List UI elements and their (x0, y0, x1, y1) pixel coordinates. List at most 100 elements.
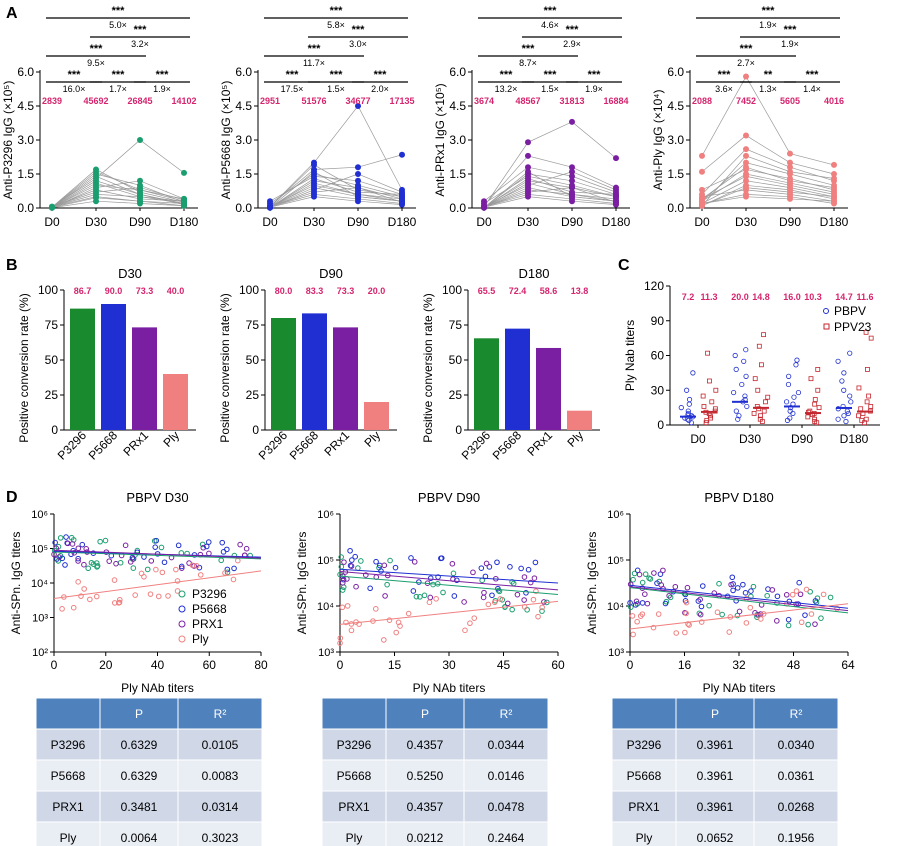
ppv23-point (858, 406, 864, 412)
data-point (93, 198, 99, 205)
subject-line (51, 200, 185, 209)
table-cell-text: 0.0361 (778, 769, 815, 783)
data-point (743, 193, 749, 200)
pbpv-point (841, 370, 847, 376)
pbpv-point (743, 347, 749, 353)
prx1-point (83, 546, 90, 552)
p3296-point (102, 537, 109, 544)
panel-a-chart-3: 0.0 1.5 3.0 4.5 6.0 D0 D30 D90 D180 Anti-Ply IgG … (651, 5, 849, 229)
ply-point (685, 621, 691, 627)
table-cell-text: Ply (60, 831, 77, 845)
data-point (569, 198, 575, 205)
pbpv-point (741, 358, 747, 364)
legend-marker-ply (178, 635, 186, 643)
ply-point (173, 566, 179, 573)
table-cell-text: PRX1 (52, 800, 84, 814)
pbpv-point (735, 416, 741, 422)
prx1-point (339, 579, 346, 586)
table-cell-text: P5668 (51, 769, 86, 783)
pbpv-median-label: 14.7 (835, 292, 853, 302)
significance-stars: *** (156, 69, 170, 81)
x-tick-label: D90 (347, 215, 369, 229)
fold-change-label: 13.2× (495, 84, 518, 94)
data-point (699, 152, 705, 159)
y-tick-label: 25 (449, 388, 463, 402)
pbpv-point (742, 393, 748, 399)
data-point (93, 173, 99, 180)
ply-point (793, 588, 800, 594)
table-cell-text: 0.6329 (121, 738, 158, 752)
p5668-point (453, 577, 460, 584)
table-cell-text: 0.0212 (407, 831, 444, 845)
p3296-point (355, 565, 361, 571)
x-tick-label: D90 (779, 215, 801, 229)
pbpv-point (786, 373, 792, 379)
prx1-point (644, 600, 651, 607)
p5668-point (152, 544, 159, 550)
data-point (787, 164, 793, 171)
geomean-label: 3674 (474, 96, 494, 106)
x-tick-label: 15 (388, 658, 402, 672)
table-cell (321, 821, 387, 846)
subject-line (701, 169, 835, 191)
ply-point (344, 603, 351, 609)
ply-point (803, 586, 810, 593)
p3296-point (734, 612, 741, 619)
ppv23-median-label: 11.3 (700, 292, 717, 302)
table-cell-text: 0.0146 (488, 769, 525, 783)
x-tick-label: 80 (254, 658, 268, 672)
table-cell-text: 0.0344 (488, 738, 525, 752)
p3296-point (631, 570, 638, 577)
panel-c-chart: 0 30 60 90 120 Ply Nab titers D0 7.2 11.3 D30 20.0… (623, 279, 880, 446)
subject-line (269, 154, 403, 207)
p5668-point (352, 553, 358, 560)
p5668-point (59, 555, 66, 562)
p3296-point (85, 565, 92, 572)
pbpv-point (790, 410, 796, 417)
geomean-label: 4016 (824, 96, 844, 106)
table-cell (611, 821, 677, 846)
significance-stars: *** (588, 69, 602, 81)
subject-line (701, 155, 835, 206)
data-point (831, 189, 837, 196)
bar-value-label: 20.0 (368, 286, 386, 296)
p5668-point (765, 586, 771, 592)
pbpv-point (733, 366, 739, 372)
ply-point (395, 619, 402, 626)
legend-ppv23-marker (823, 323, 830, 330)
ppv23-median-label: 11.6 (856, 292, 873, 302)
p5668-point (231, 565, 237, 572)
x-tick-label: 48 (787, 658, 801, 672)
p3296-point (539, 608, 545, 614)
p3296-point (68, 534, 75, 541)
subject-line (269, 194, 403, 208)
ppv23-point (864, 399, 870, 405)
table-cell (321, 790, 387, 823)
subject-line (483, 171, 617, 208)
fold-change-label: 1.7× (109, 84, 127, 94)
ppv23-point (863, 329, 869, 335)
x-tick-label: P3296 (459, 428, 494, 463)
subject-line (269, 164, 403, 208)
bar-value-label: 65.5 (478, 286, 496, 296)
data-point (311, 193, 317, 200)
panel-b-chart-1: D90 0 25 50 75 100 Positive conversion rate (%… (218, 266, 397, 463)
prx1-point (481, 589, 487, 596)
ply-point (533, 588, 539, 594)
p5668-point (662, 600, 669, 607)
subject-line (701, 180, 835, 204)
significance-stars: *** (112, 69, 126, 81)
p5668-point (532, 559, 539, 566)
ply-point (81, 586, 87, 592)
x-axis-label: Ply NAb titers (703, 681, 776, 695)
table-cell-text: 0.5250 (407, 769, 444, 783)
subject-line (483, 173, 617, 208)
prx1-point (353, 583, 359, 590)
table-cell-text: 0.4357 (407, 800, 444, 814)
pbpv-point (835, 416, 841, 422)
significance-stars: *** (500, 69, 514, 81)
prx1-point (531, 575, 538, 581)
table-cell-text: 0.0105 (202, 738, 239, 752)
y-tick-label: 10⁶ (31, 509, 48, 521)
prx1-point (642, 591, 648, 598)
